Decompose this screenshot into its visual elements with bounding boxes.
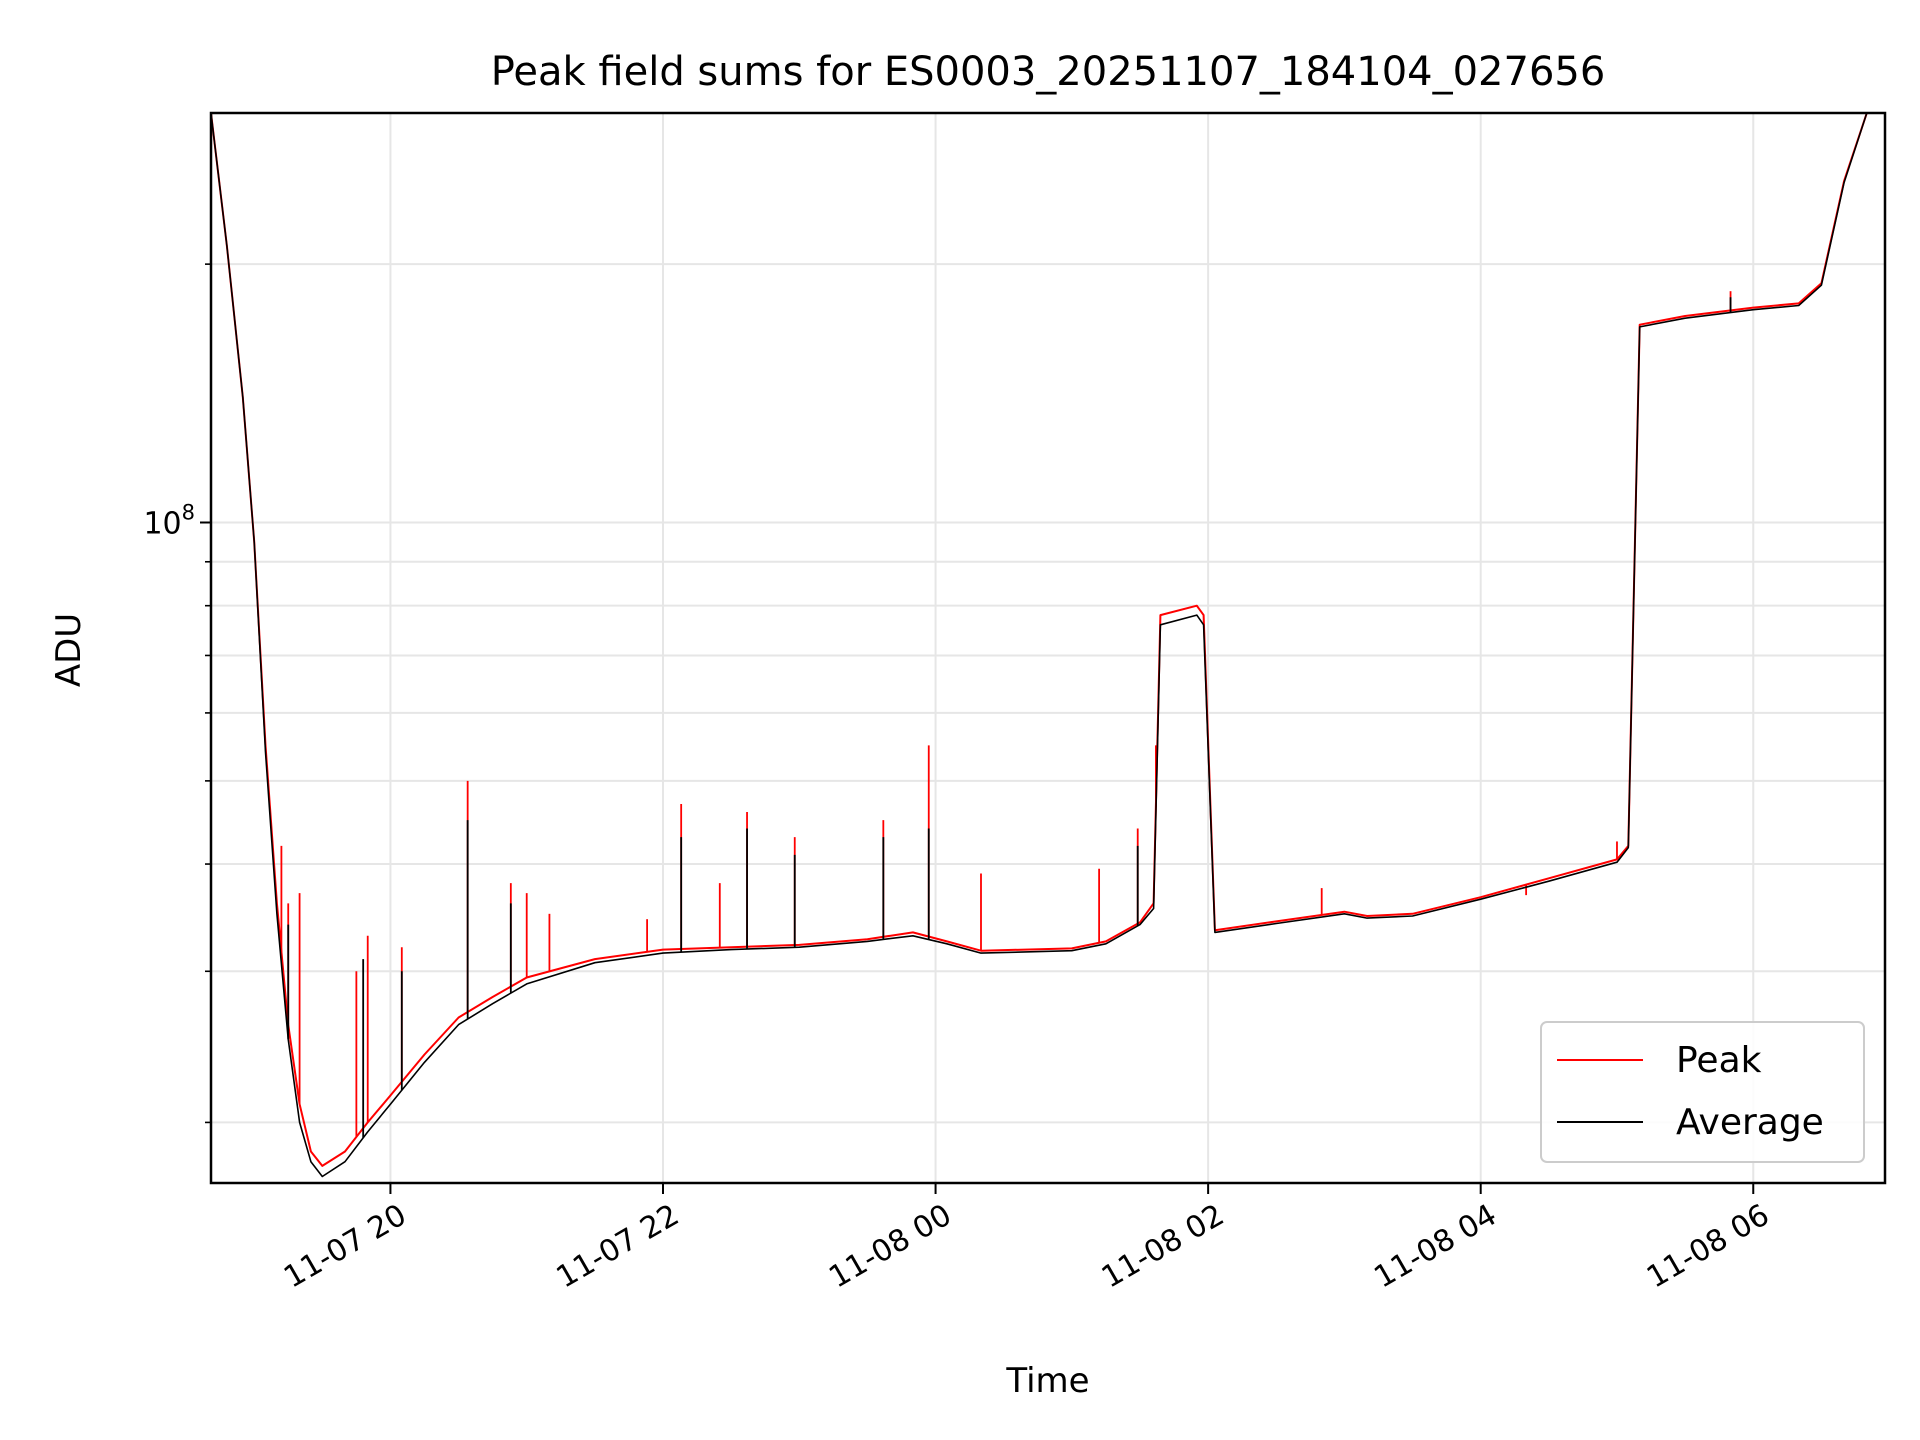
legend-box — [1540, 1021, 1865, 1163]
legend-label-average: Average — [1676, 1102, 1824, 1143]
x-tick-label: 11-07 20 — [278, 1198, 412, 1296]
plot-area — [209, 111, 1887, 1185]
series-average — [210, 112, 1868, 1178]
x-tick-label: 11-08 00 — [823, 1198, 957, 1296]
series-line-peak — [210, 112, 1868, 1167]
series-layer — [210, 112, 1868, 1178]
series-line-average — [210, 112, 1868, 1178]
chart-title: Peak field sums for ES0003_20251107_1841… — [491, 49, 1606, 95]
x-tick-label: 11-08 04 — [1368, 1198, 1502, 1296]
x-tick-label: 11-07 22 — [551, 1198, 685, 1296]
legend-label-peak: Peak — [1676, 1040, 1762, 1081]
legend: Peak Average — [1540, 1021, 1865, 1163]
y-tick-label: 108 — [143, 501, 195, 542]
y-axis-label: ADU — [49, 613, 89, 687]
grid — [211, 113, 1885, 1183]
series-peak — [210, 112, 1868, 1167]
x-axis: 11-07 20 11-07 22 11-08 00 11-08 02 11-08 04… — [278, 1183, 1775, 1295]
y-axis: 108 — [143, 263, 211, 1124]
x-tick-label: 11-08 02 — [1096, 1198, 1230, 1296]
x-axis-label: Time — [1005, 1361, 1089, 1401]
x-tick-label: 11-08 06 — [1641, 1198, 1775, 1296]
